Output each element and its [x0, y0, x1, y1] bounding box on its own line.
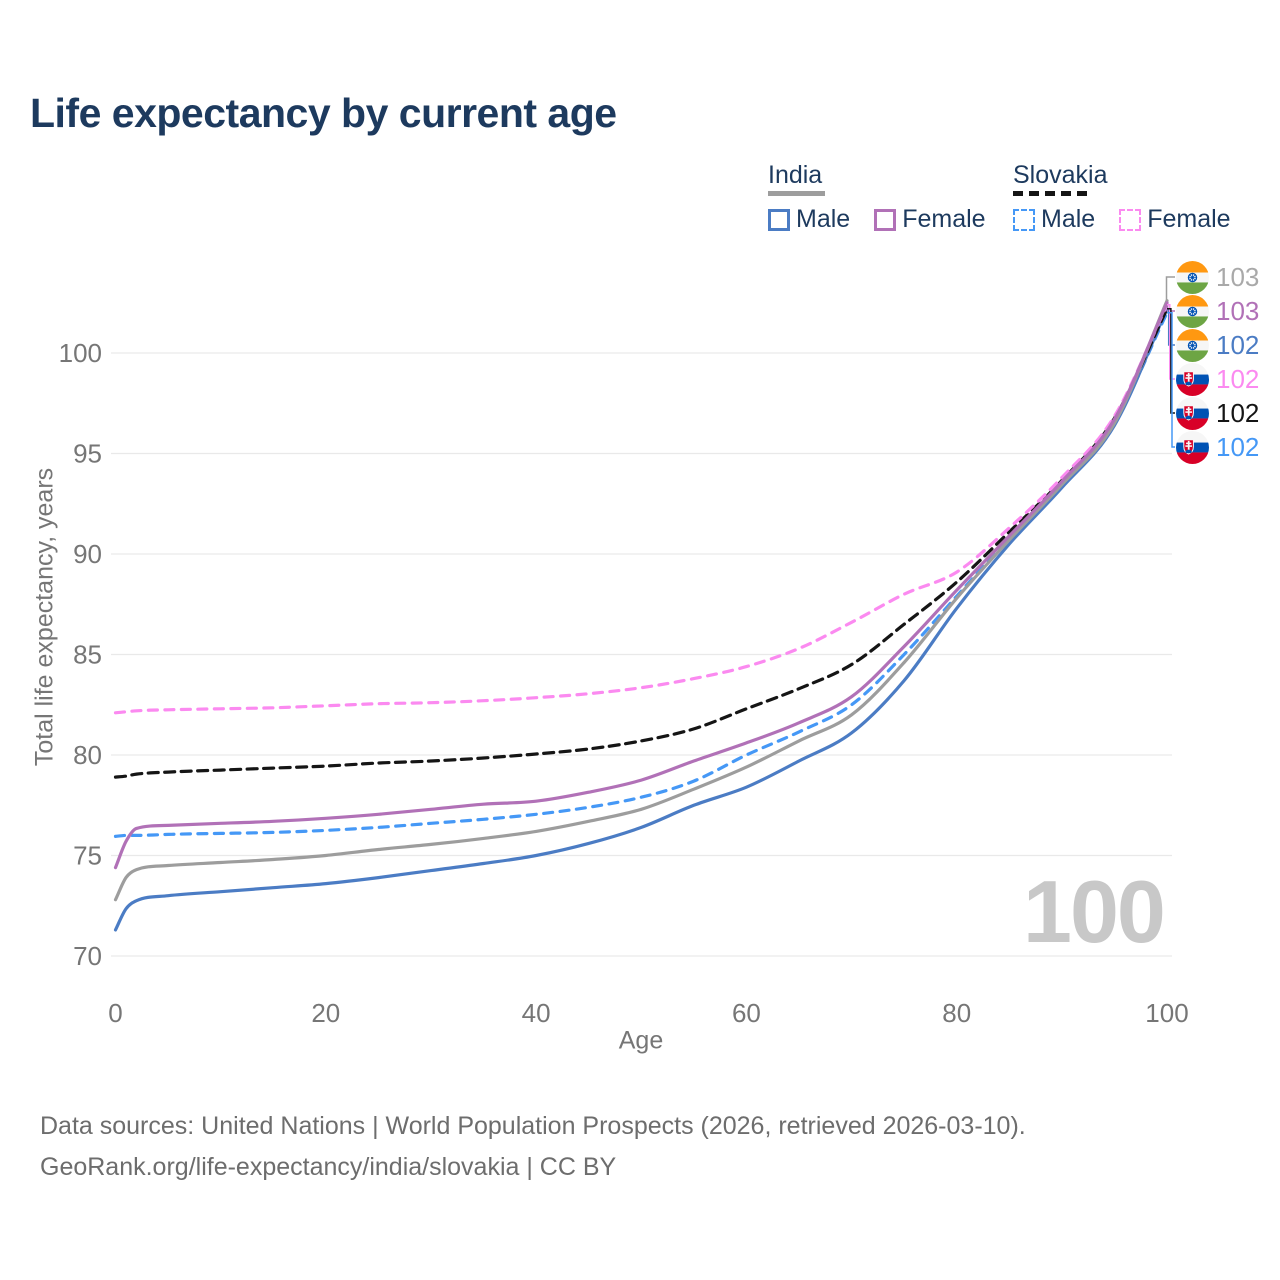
end-label-connector-india_total [1165, 276, 1175, 302]
end-label-slovakia_male[interactable]: 102 [1176, 430, 1260, 464]
india-flag-icon [1176, 260, 1209, 294]
y-tick-label-85: 85 [73, 640, 102, 670]
legend-label-slovakia-female[interactable]: Female [1147, 205, 1231, 233]
x-tick-label-0: 0 [108, 998, 122, 1028]
legend-line-sample-slovakia [1013, 191, 1091, 196]
y-tick-label-100: 100 [59, 338, 102, 368]
legend-group-slovakia: Slovakia Male Female [1013, 161, 1255, 234]
legend-swatch-slovakia-female[interactable] [1119, 208, 1142, 231]
legend-label-slovakia-male[interactable]: Male [1041, 205, 1096, 233]
legend-swatch-slovakia-male[interactable] [1013, 208, 1035, 231]
slovakia-flag-icon [1176, 362, 1209, 396]
end-label-value-india_total: 103 [1216, 261, 1260, 292]
page-title: Life expectancy by current age [30, 90, 617, 136]
end-label-value-india_male: 102 [1216, 329, 1260, 360]
end-label-value-india_female: 103 [1216, 295, 1260, 326]
legend-swatch-india-female[interactable] [874, 208, 897, 231]
age-watermark: 100 [1023, 862, 1166, 961]
line-slovakia_total[interactable] [113, 307, 1169, 779]
x-tick-label-80: 80 [942, 998, 971, 1028]
end-label-connector-slovakia_total [1167, 308, 1175, 414]
india-flag-icon [1176, 328, 1209, 362]
footer: Data sources: United Nations | World Pop… [40, 1106, 1026, 1188]
y-tick-label-70: 70 [73, 941, 102, 971]
y-tick-label-80: 80 [73, 740, 102, 770]
x-tick-label-100: 100 [1145, 998, 1188, 1028]
line-india_female[interactable] [113, 301, 1169, 870]
legend-line-sample-india [768, 191, 825, 196]
end-label-slovakia_total[interactable]: 102 [1176, 396, 1260, 430]
line-india_total[interactable] [113, 299, 1169, 902]
india-flag-icon [1176, 294, 1209, 328]
footer-link[interactable]: GeoRank.org/life-expectancy/india/slovak… [40, 1153, 617, 1181]
y-tick-label-95: 95 [73, 439, 102, 469]
legend-group-india: India Male Female [768, 161, 1010, 234]
x-tick-label-20: 20 [311, 998, 340, 1028]
legend-country-slovakia[interactable]: Slovakia [1013, 161, 1108, 189]
slovakia-flag-icon [1176, 430, 1209, 464]
y-axis-title: Total life expectancy, years [30, 467, 59, 767]
x-axis-title: Age [618, 1026, 664, 1055]
line-slovakia_female[interactable] [113, 303, 1169, 715]
plot-area: 70 75 80 85 90 95 100 0 20 40 60 80 100 [59, 276, 1189, 1028]
end-label-value-slovakia_male: 102 [1216, 431, 1260, 462]
legend-label-india-female[interactable]: Female [902, 205, 986, 233]
footer-sources: Data sources: United Nations | World Pop… [40, 1112, 1026, 1140]
y-tick-label-90: 90 [73, 539, 102, 569]
end-label-india_male[interactable]: 102 [1176, 328, 1260, 362]
slovakia-flag-icon [1176, 396, 1209, 430]
legend-country-india[interactable]: India [768, 161, 823, 189]
end-label-connector-slovakia_male [1167, 312, 1175, 448]
legend-label-india-male[interactable]: Male [796, 205, 851, 233]
y-tick-label-75: 75 [73, 841, 102, 871]
end-label-value-slovakia_total: 102 [1216, 397, 1260, 428]
x-tick-label-40: 40 [522, 998, 551, 1028]
end-label-slovakia_female[interactable]: 102 [1176, 362, 1260, 396]
line-slovakia_male[interactable] [113, 311, 1169, 838]
x-tick-label-60: 60 [732, 998, 761, 1028]
end-label-india_total[interactable]: 103 [1176, 260, 1260, 294]
end-label-value-slovakia_female: 102 [1216, 363, 1260, 394]
legend-swatch-india-male[interactable] [768, 208, 790, 231]
line-india_male[interactable] [113, 307, 1169, 932]
end-label-india_female[interactable]: 103 [1176, 294, 1260, 328]
